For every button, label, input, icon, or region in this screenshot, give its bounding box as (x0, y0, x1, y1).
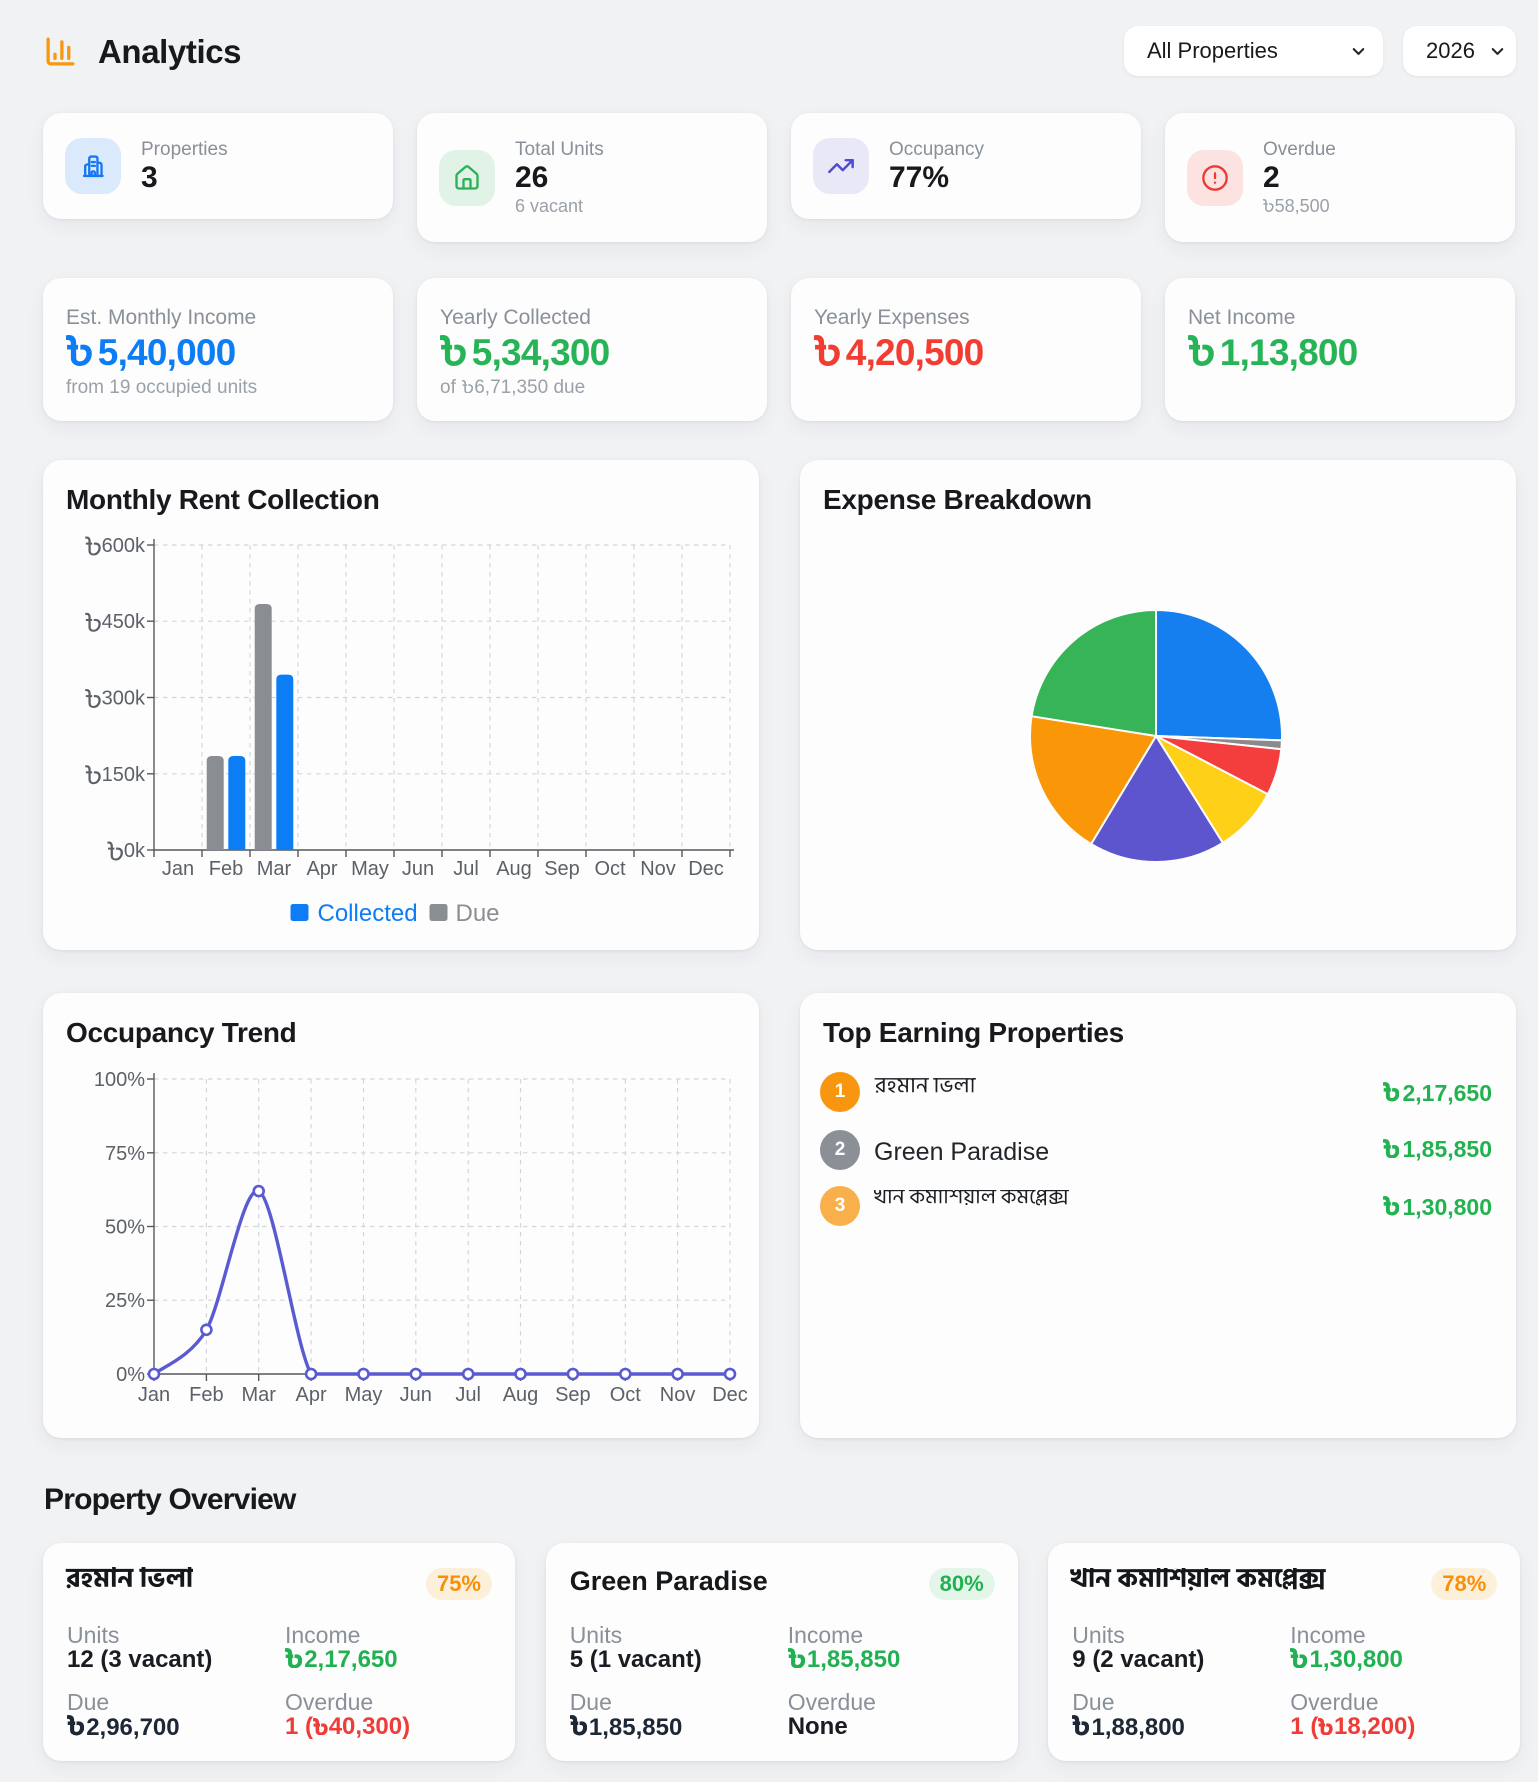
svg-text:Aug: Aug (503, 1384, 539, 1406)
svg-text:0%: 0% (116, 1364, 145, 1386)
svg-text:Sep: Sep (555, 1384, 591, 1406)
svg-text:Jan: Jan (138, 1384, 170, 1406)
svg-text:Dec: Dec (688, 858, 724, 880)
svg-text:100%: 100% (94, 1069, 145, 1091)
svg-text:May: May (345, 1384, 383, 1406)
svg-text:Oct: Oct (610, 1384, 642, 1406)
svg-text:300k: 300k (102, 688, 146, 710)
svg-text:May: May (351, 858, 389, 880)
svg-text:Feb: Feb (189, 1384, 223, 1406)
svg-text:Oct: Oct (594, 858, 626, 880)
svg-text:Nov: Nov (660, 1384, 696, 1406)
svg-text:Sep: Sep (544, 858, 580, 880)
svg-text:Dec: Dec (712, 1384, 748, 1406)
svg-text:Jul: Jul (453, 858, 479, 880)
svg-text:50%: 50% (105, 1217, 145, 1239)
svg-text:Apr: Apr (306, 858, 337, 880)
svg-text:150k: 150k (102, 764, 146, 786)
svg-text:Jun: Jun (402, 858, 434, 880)
svg-text:Apr: Apr (296, 1384, 327, 1406)
svg-text:25%: 25% (105, 1290, 145, 1312)
svg-text:600k: 600k (102, 535, 146, 557)
svg-text:Aug: Aug (496, 858, 532, 880)
svg-text:75%: 75% (105, 1143, 145, 1165)
svg-text:0k: 0k (124, 840, 146, 862)
svg-text:Due: Due (456, 900, 500, 927)
svg-text:Jun: Jun (400, 1384, 432, 1406)
svg-text:Nov: Nov (640, 858, 676, 880)
svg-text:Collected: Collected (318, 900, 418, 927)
svg-text:450k: 450k (102, 611, 146, 633)
svg-text:Mar: Mar (241, 1384, 276, 1406)
svg-text:Feb: Feb (209, 858, 243, 880)
svg-text:Jan: Jan (162, 858, 194, 880)
svg-text:Jul: Jul (455, 1384, 481, 1406)
svg-text:Mar: Mar (257, 858, 292, 880)
